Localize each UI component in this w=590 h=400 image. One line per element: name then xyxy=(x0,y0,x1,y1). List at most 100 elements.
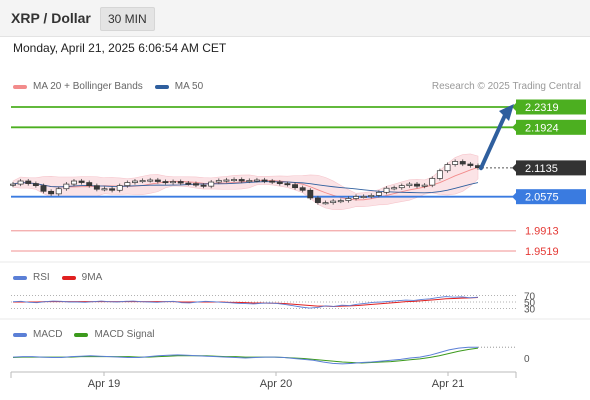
candle-body xyxy=(132,180,138,183)
candle-body xyxy=(93,185,100,190)
legend-rsi-9ma: 9MA xyxy=(61,272,103,283)
candle-body xyxy=(467,163,474,166)
candle-body xyxy=(337,200,344,203)
candle-body xyxy=(391,187,398,190)
candle-body xyxy=(63,183,70,190)
price-level-label: 2.1135 xyxy=(525,163,558,175)
candle-body xyxy=(147,179,154,182)
candle-body xyxy=(307,189,314,199)
legend-macd: MACD xyxy=(13,329,62,340)
candle-body xyxy=(360,196,367,198)
candle-body xyxy=(292,184,298,189)
legend-label: MACD xyxy=(33,329,63,340)
candle-body xyxy=(375,191,382,196)
candle-body xyxy=(421,184,428,187)
candle-body xyxy=(345,198,352,201)
candle-body xyxy=(17,180,24,185)
candle-body xyxy=(223,179,230,182)
x-axis-tick-label: Apr 19 xyxy=(88,378,120,390)
legend-swatch xyxy=(74,332,89,337)
price-level-box xyxy=(516,160,586,176)
price-level-pointer xyxy=(512,123,516,132)
candle-body xyxy=(414,183,420,187)
candle-body xyxy=(322,202,329,205)
candle-body xyxy=(284,183,291,186)
candle-body xyxy=(261,179,268,182)
datetime-label: Monday, April 21, 2025 6:06:54 AM CET xyxy=(13,41,227,55)
candle-body xyxy=(170,181,177,184)
candle-body xyxy=(10,183,16,186)
price-level-pointer xyxy=(512,192,516,201)
candle-body xyxy=(116,185,123,191)
price-level-box xyxy=(516,119,586,135)
candle-body xyxy=(452,161,459,165)
copyright-label: Research © 2025 Trading Central xyxy=(431,81,581,92)
legend-swatch xyxy=(13,332,27,337)
legend-swatch xyxy=(13,84,27,89)
candle-body xyxy=(444,164,451,172)
candle-body xyxy=(124,182,131,186)
x-axis-tick-label: Apr 20 xyxy=(260,378,292,390)
legend-label: RSI xyxy=(33,272,50,283)
candle-body xyxy=(215,180,222,183)
candle-body xyxy=(299,187,306,191)
candle-body xyxy=(40,185,47,192)
candle-body xyxy=(86,182,93,186)
rsi-legend: RSI 9MA xyxy=(13,272,114,283)
instrument-title: XRP / Dollar xyxy=(11,10,91,26)
candle-body xyxy=(109,188,116,191)
candle-body xyxy=(193,183,199,186)
macd-signal-line xyxy=(12,347,479,364)
candle-body xyxy=(429,178,436,186)
legend-label: MA 20 + Bollinger Bands xyxy=(33,81,143,92)
legend-macd-signal: MACD Signal xyxy=(74,329,154,340)
macd-line xyxy=(12,346,478,365)
candle-body xyxy=(177,181,184,184)
x-axis-tick-label: Apr 21 xyxy=(432,378,464,390)
candle-body xyxy=(314,197,321,203)
candle-body xyxy=(330,200,337,203)
rsi-level-label: 30 xyxy=(524,304,536,315)
candle-body xyxy=(276,181,283,184)
candle-body xyxy=(78,180,85,183)
candle-body xyxy=(48,190,55,195)
price-level-label: 2.2319 xyxy=(525,102,559,114)
price-level-label: 1.9519 xyxy=(525,246,559,258)
price-legend: MA 20 + Bollinger Bands MA 50 xyxy=(13,81,215,92)
candle-body xyxy=(459,161,466,165)
legend-ma50: MA 50 xyxy=(154,81,204,92)
timeframe-badge[interactable]: 30 MIN xyxy=(100,7,155,31)
legend-label: MA 50 xyxy=(174,81,204,92)
candle-body xyxy=(353,196,359,199)
candle-body xyxy=(383,187,390,193)
price-level-label: 2.0575 xyxy=(525,192,559,204)
candle-body xyxy=(101,188,108,191)
candle-body xyxy=(25,180,32,184)
candle-body xyxy=(55,188,62,195)
price-level-pointer xyxy=(512,163,516,172)
legend-label: 9MA xyxy=(81,272,103,283)
candle-body xyxy=(436,170,443,179)
legend-swatch xyxy=(154,84,169,89)
rsi-line xyxy=(12,296,479,309)
candle-body xyxy=(71,180,77,185)
candle-body xyxy=(185,182,192,185)
candle-body xyxy=(398,185,405,189)
price-level-pointer xyxy=(512,103,516,111)
candle-body xyxy=(200,184,207,187)
legend-rsi: RSI xyxy=(13,272,50,283)
candle-body xyxy=(253,179,260,182)
projection-arrow-shaft xyxy=(479,111,508,171)
legend-swatch xyxy=(61,275,76,280)
rsi-level-label: 50 xyxy=(524,298,536,309)
candle-body xyxy=(246,180,253,183)
price-level-box xyxy=(516,189,586,205)
candle-body xyxy=(231,179,238,182)
candle-body xyxy=(32,183,39,186)
header-bar: XRP / Dollar 30 MIN xyxy=(0,0,590,37)
candle-body xyxy=(269,180,276,183)
candle-body xyxy=(154,179,161,182)
legend-ma20-bollinger: MA 20 + Bollinger Bands xyxy=(13,81,143,92)
candle-body xyxy=(406,183,413,186)
